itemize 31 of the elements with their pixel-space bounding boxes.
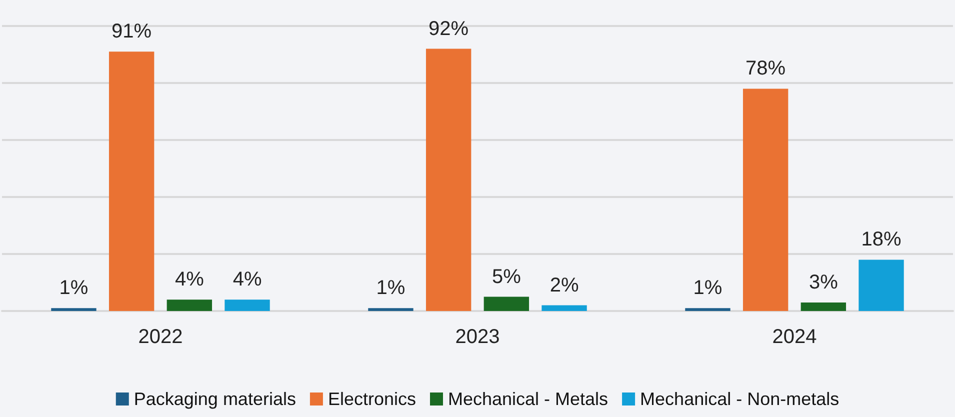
data-label: 1% bbox=[693, 277, 722, 300]
bar bbox=[858, 260, 904, 311]
legend-label: Packaging materials bbox=[134, 389, 296, 409]
data-label: 91% bbox=[112, 20, 152, 43]
bar bbox=[368, 308, 414, 311]
data-label: 4% bbox=[232, 268, 262, 291]
bar bbox=[224, 300, 270, 311]
data-label: 78% bbox=[746, 58, 786, 80]
bar bbox=[426, 48, 472, 311]
data-label: 2% bbox=[550, 274, 579, 296]
x-tick-label: 2024 bbox=[772, 326, 817, 348]
bar bbox=[166, 300, 212, 311]
bar bbox=[685, 308, 730, 311]
bar bbox=[484, 296, 530, 311]
data-label: 1% bbox=[59, 277, 88, 300]
bar bbox=[800, 302, 846, 311]
legend-label: Electronics bbox=[328, 389, 416, 409]
legend-label: Mechanical - Non-metals bbox=[640, 389, 840, 409]
data-label: 3% bbox=[808, 271, 838, 294]
data-label: 18% bbox=[861, 228, 902, 251]
x-tick-label: 2022 bbox=[138, 326, 183, 348]
bar bbox=[51, 308, 96, 311]
bar bbox=[742, 88, 788, 311]
bar bbox=[542, 305, 587, 311]
x-tick-label: 2023 bbox=[455, 326, 500, 348]
data-label: 92% bbox=[428, 18, 469, 40]
data-label: 5% bbox=[492, 266, 522, 288]
legend-label: Mechanical - Metals bbox=[448, 389, 608, 409]
data-label: 4% bbox=[174, 268, 204, 291]
data-label: 1% bbox=[376, 277, 406, 300]
bar bbox=[108, 52, 154, 311]
